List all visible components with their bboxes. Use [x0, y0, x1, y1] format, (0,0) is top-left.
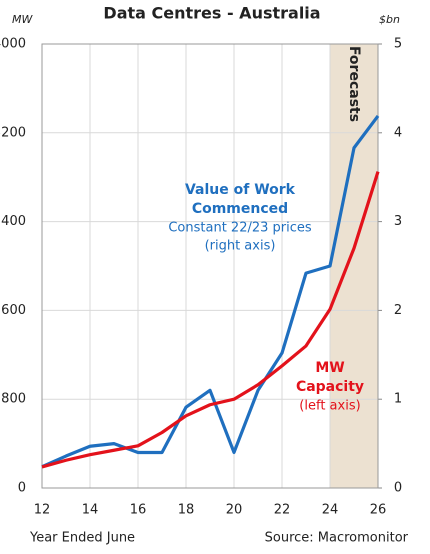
annotation: Value of Work [185, 182, 296, 198]
annotation-note: (right axis) [205, 239, 276, 254]
y-tick-label: 3200 [0, 125, 26, 140]
y2-axis-label: $bn [379, 13, 400, 26]
x-tick-label: 24 [322, 503, 339, 518]
x-tick-label: 22 [274, 503, 291, 518]
x-axis-label: Year Ended June [29, 531, 135, 546]
y2-tick-label: 4 [394, 125, 402, 140]
y-axis-label: MW [12, 13, 33, 26]
plot-border [41, 43, 379, 489]
chart-title: Data Centres - Australia [103, 4, 320, 23]
y2-tick-label: 5 [394, 37, 402, 52]
y-tick-label: 0 [18, 481, 26, 496]
annotation-note: Constant 22/23 prices [168, 221, 312, 236]
x-tick-label: 20 [226, 503, 243, 518]
x-tick-label: 16 [130, 503, 147, 518]
y-tick-label: 4000 [0, 37, 26, 52]
forecast-band [330, 44, 378, 488]
x-tick-label: 26 [370, 503, 387, 518]
y2-tick-label: 1 [394, 392, 402, 407]
y2-tick-label: 3 [394, 214, 402, 229]
forecast-label: Forecasts [346, 46, 362, 122]
x-tick-label: 14 [82, 503, 99, 518]
x-tick-label: 18 [178, 503, 195, 518]
y-tick-label: 2400 [0, 214, 26, 229]
source: Source: Macromonitor [265, 531, 409, 546]
y-tick-label: 1600 [0, 303, 26, 318]
annotation: MW [315, 360, 344, 376]
x-tick-label: 12 [34, 503, 51, 518]
y-tick-label: 800 [1, 392, 26, 407]
series-line [41, 114, 380, 469]
annotation-note: (left axis) [299, 399, 360, 414]
series-line [41, 171, 380, 469]
y2-tick-label: 0 [394, 481, 402, 496]
annotation: Commenced [192, 201, 288, 217]
y2-tick-label: 2 [394, 303, 402, 318]
annotation: Capacity [296, 379, 364, 395]
